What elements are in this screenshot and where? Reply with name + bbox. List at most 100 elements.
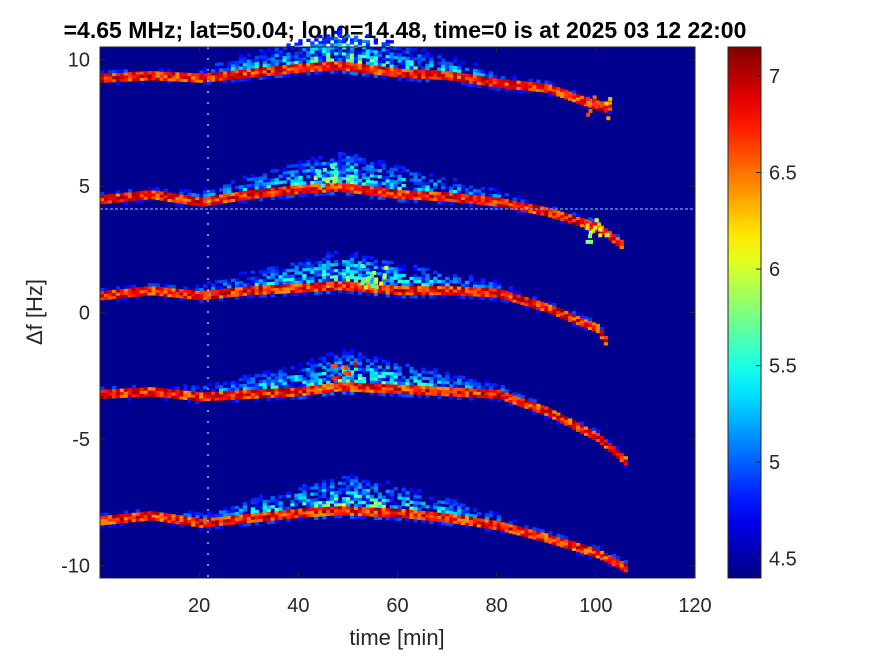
heatmap-cell [203,202,208,207]
heatmap-cell [342,185,347,190]
heatmap-cell [338,505,343,510]
heatmap-cell [433,270,438,275]
heatmap-cell [345,183,351,187]
heatmap-cell [548,211,553,215]
heatmap-cell [365,64,371,68]
heatmap-cell [219,397,224,401]
heatmap-cell [246,53,252,57]
heatmap-cell [334,506,339,510]
heatmap-cell [226,73,232,78]
heatmap-cell [496,291,501,295]
heatmap-cell [468,519,474,524]
heatmap-cell [334,500,339,504]
heatmap-cell [349,47,355,51]
heatmap-cell [361,185,367,189]
heatmap-cell [397,387,402,391]
heatmap-cell [437,512,442,516]
heatmap-cell [397,496,402,500]
heatmap-cell [548,87,553,91]
heatmap-cell [357,39,363,43]
heatmap-cell [179,188,184,192]
heatmap-cell [314,171,319,175]
heatmap-cell [223,196,228,201]
heatmap-cell [187,390,192,395]
heatmap-cell [544,83,549,87]
heatmap-cell [318,273,323,277]
heatmap-cell [203,187,208,191]
heatmap-cell [310,364,315,368]
heatmap-cell [167,287,172,292]
heatmap-cell [223,390,228,395]
heatmap-cell [528,529,533,533]
heatmap-cell [290,396,295,400]
heatmap-cell [278,382,283,386]
heatmap-cell [393,174,398,178]
heatmap-cell [342,385,347,389]
heatmap-cell [528,532,533,536]
heatmap-cell [603,104,609,108]
heatmap-cell [365,43,371,47]
heatmap-cell [310,276,315,280]
heatmap-cell [230,79,236,83]
heatmap-cell [219,519,224,523]
heatmap-cell [171,386,176,390]
heatmap-cell [421,289,426,293]
heatmap-cell [405,515,410,519]
heatmap-cell [330,290,335,294]
heatmap-cell [270,196,275,200]
heatmap-cell [369,52,374,57]
heatmap-cell [294,173,299,177]
heatmap-cell [147,77,152,81]
heatmap-cell [441,392,446,397]
heatmap-cell [472,195,478,199]
heatmap-cell [397,393,402,397]
heatmap-cell [211,520,216,524]
heatmap-cell [445,387,450,391]
heatmap-cell [599,442,605,446]
heatmap-cell [282,516,287,520]
heatmap-cell [143,292,148,296]
heatmap-cell [215,201,220,205]
heatmap-cell [373,168,378,172]
heatmap-cell [226,67,232,71]
heatmap-cell [147,289,152,293]
heatmap-cell [115,289,121,293]
heatmap-cell [199,294,204,298]
heatmap-cell [266,517,271,522]
heatmap-cell [326,383,331,387]
heatmap-cell [345,180,351,184]
heatmap-cell [488,392,493,396]
heatmap-cell [492,194,497,198]
heatmap-cell [266,63,271,67]
heatmap-cell [397,177,402,181]
heatmap-cell [234,393,240,397]
heatmap-cell [242,286,248,290]
heatmap-cell [441,58,446,62]
heatmap-cell [365,34,371,38]
heatmap-cell [310,285,315,289]
heatmap-cell [564,216,569,220]
heatmap-cell [476,296,482,300]
heatmap-cell [409,69,414,73]
heatmap-cell [544,409,549,413]
heatmap-cell [441,64,446,68]
heatmap-cell [246,522,252,527]
heatmap-cell [365,61,371,65]
heatmap-cell [389,55,394,59]
heatmap-cell [540,301,545,306]
heatmap-cell [163,513,168,517]
heatmap-cell [361,255,367,259]
heatmap-cell [143,71,148,75]
heatmap-cell [369,192,374,196]
heatmap-cell [342,170,347,174]
heatmap-cell [104,290,109,294]
heatmap-cell [278,174,283,178]
heatmap-cell [425,182,430,186]
heatmap-cell [385,294,390,298]
heatmap-cell [334,188,339,192]
heatmap-cell [433,518,438,522]
heatmap-cell [468,203,474,207]
heatmap-cell [155,283,160,287]
heatmap-cell [556,412,561,416]
heatmap-cell [219,516,224,520]
